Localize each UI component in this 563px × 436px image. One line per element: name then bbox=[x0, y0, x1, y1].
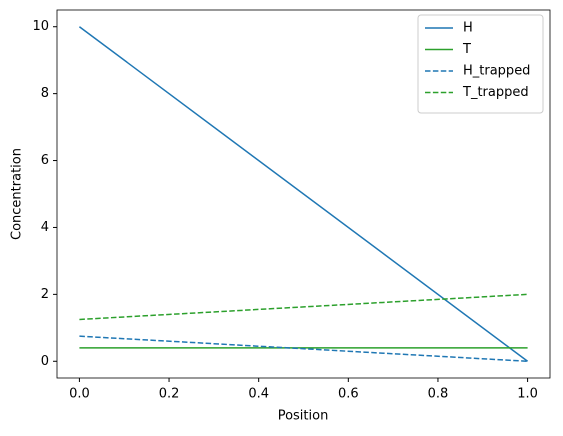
legend-label: T_trapped bbox=[462, 85, 529, 100]
line bbox=[78, 26, 529, 362]
x-tick-label: 0.2 bbox=[159, 387, 180, 402]
x-tick-label: 1.0 bbox=[517, 387, 538, 402]
legend-label: T bbox=[462, 42, 471, 57]
x-axis-label: Position bbox=[278, 409, 329, 424]
y-axis-label: Concentration bbox=[10, 148, 25, 240]
y-tick-label: 6 bbox=[41, 153, 49, 168]
legend-label: H_trapped bbox=[463, 64, 530, 79]
x-tick-label: 0.0 bbox=[69, 387, 90, 402]
y-tick-label: 2 bbox=[41, 287, 49, 302]
y-tick-label: 0 bbox=[41, 354, 49, 369]
x-tick-label: 0.8 bbox=[428, 387, 449, 402]
legend-box bbox=[417, 14, 544, 114]
y-tick-label: 8 bbox=[41, 86, 49, 101]
x-tick-label: 0.4 bbox=[248, 387, 269, 402]
line bbox=[79, 335, 528, 363]
y-tick-label: 4 bbox=[41, 220, 49, 235]
y-tick-label: 10 bbox=[32, 19, 49, 34]
axes-frame bbox=[56, 9, 551, 379]
legend-label: H bbox=[463, 21, 473, 36]
x-tick-label: 0.6 bbox=[338, 387, 359, 402]
line bbox=[79, 293, 528, 321]
